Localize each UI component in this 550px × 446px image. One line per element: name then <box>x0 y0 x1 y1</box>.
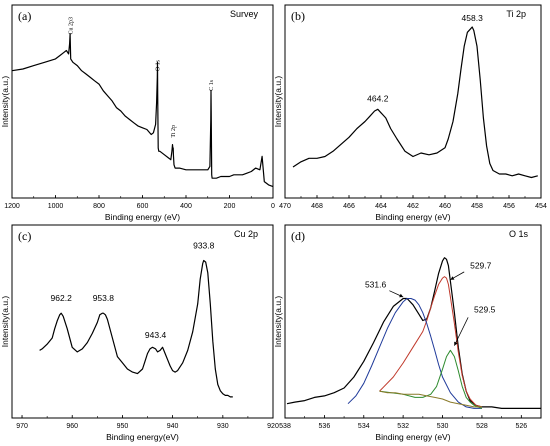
x-tick-label: 534 <box>358 423 370 430</box>
x-axis-label: Binding energy(eV) <box>106 432 179 442</box>
x-tick-label: 466 <box>343 203 355 210</box>
x-tick-label: 532 <box>397 423 409 430</box>
arrow-head <box>399 293 404 298</box>
chart-panel-2: (b) Ti 2p 470 468 466 464 462 460 458 456 454 Bindi… <box>273 4 547 222</box>
plot-frame <box>284 224 542 419</box>
series-line-4 <box>379 349 483 409</box>
y-axis-label: Intensity(a.u.) <box>273 296 283 348</box>
panel-letter: (b) <box>291 9 305 23</box>
panel-title: Cu 2p <box>234 229 258 239</box>
arrow-head <box>454 341 458 346</box>
x-tick-label: 920 <box>267 423 279 430</box>
peak-label: 458.3 <box>462 13 484 23</box>
panel-title: O 1s <box>509 229 529 239</box>
peak-label: 464.2 <box>367 94 389 104</box>
x-tick-label: 200 <box>224 203 236 210</box>
peak-label: 531.6 <box>365 280 387 290</box>
panel-letter: (a) <box>18 9 31 23</box>
annotation-arrow <box>453 317 469 346</box>
series-line-2 <box>379 276 483 408</box>
x-axis-label: Binding energy (eV) <box>375 432 450 442</box>
x-tick-label: 930 <box>217 423 229 430</box>
series-line-1 <box>11 33 274 188</box>
panel-title: Ti 2p <box>506 9 526 19</box>
x-tick-label: 470 <box>279 203 291 210</box>
x-tick-label: 1200 <box>4 203 20 210</box>
plot-frame <box>11 224 274 419</box>
chart-panel-1: (a) Survey 1200 1000 800 600 400 200 0 Binding en… <box>0 4 275 222</box>
x-axis-label: Binding energy (eV) <box>105 212 180 222</box>
x-tick-label: 454 <box>535 203 547 210</box>
peak-label: 962.2 <box>51 293 73 303</box>
series-line-1 <box>39 259 233 398</box>
plot-frame <box>284 4 542 199</box>
peak-label: 953.8 <box>93 293 115 303</box>
x-tick-label: 1000 <box>48 203 64 210</box>
x-tick-label: 940 <box>167 423 179 430</box>
y-axis-label: Intensity(a.u.) <box>0 296 10 348</box>
x-tick-label: 536 <box>319 423 331 430</box>
series-line-1 <box>292 26 538 179</box>
annotation-label: O 1s <box>156 59 162 71</box>
x-tick-label: 950 <box>117 423 129 430</box>
x-tick-label: 600 <box>137 203 149 210</box>
y-axis-label: Intensity(a.u.) <box>0 76 10 128</box>
panel-letter: (d) <box>291 229 305 243</box>
x-tick-label: 458 <box>471 203 483 210</box>
annotation-label: C 1s <box>209 79 215 91</box>
x-tick-label: 800 <box>93 203 105 210</box>
x-tick-label: 970 <box>16 423 28 430</box>
peak-label: 943.4 <box>145 330 167 340</box>
panel-title: Survey <box>230 9 259 19</box>
x-tick-label: 400 <box>180 203 192 210</box>
x-tick-label: 0 <box>271 203 275 210</box>
x-tick-label: 464 <box>375 203 387 210</box>
x-tick-label: 468 <box>311 203 323 210</box>
annotation-label: Ti 2p <box>171 125 177 138</box>
x-tick-label: 538 <box>279 423 291 430</box>
peak-label: 933.8 <box>193 240 215 250</box>
x-tick-label: 530 <box>437 423 449 430</box>
y-axis-label: Intensity(a.u.) <box>273 76 283 128</box>
peak-label: 529.5 <box>474 305 496 315</box>
plot-frame <box>11 4 274 199</box>
panel-letter: (c) <box>18 229 31 243</box>
x-tick-label: 460 <box>439 203 451 210</box>
x-axis-label: Binding energy (eV) <box>375 212 450 222</box>
x-tick-label: 960 <box>66 423 78 430</box>
arrow-head <box>450 276 455 280</box>
x-tick-label: 528 <box>476 423 488 430</box>
series-line-1 <box>286 257 541 409</box>
annotation-label: Cu 2p3 <box>69 17 75 35</box>
x-tick-label: 526 <box>515 423 527 430</box>
peak-label: 529.7 <box>470 261 492 271</box>
x-tick-label: 462 <box>407 203 419 210</box>
series-line-5 <box>379 390 482 408</box>
series-line-3 <box>347 298 482 409</box>
x-tick-label: 456 <box>503 203 515 210</box>
chart-panel-3: (c) Cu 2p 970 960 950 940 930 920 Binding energy… <box>0 224 279 442</box>
chart-panel-4: (d) O 1s 538 536 534 532 530 528 526 Binding ener… <box>273 224 542 442</box>
